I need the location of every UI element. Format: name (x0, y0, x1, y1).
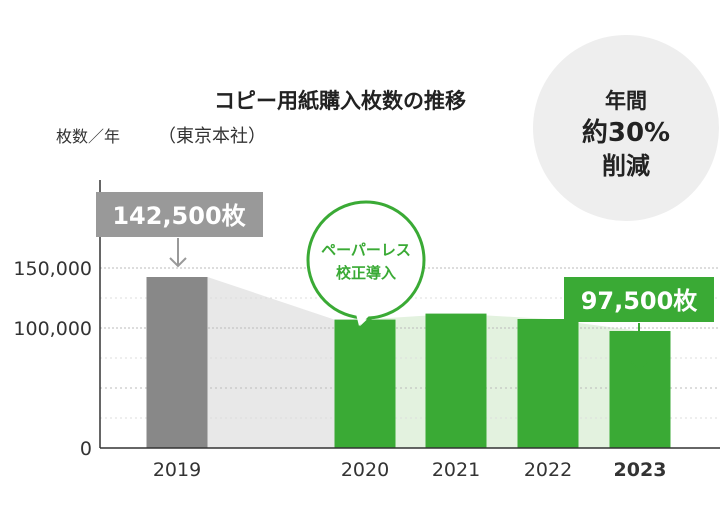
event-bubble-line-2: 校正導入 (336, 264, 396, 282)
x-tick-label-2022: 2022 (524, 459, 572, 481)
chart-title: コピー用紙購入枚数の推移 (214, 89, 466, 113)
end-label-text: 97,500枚 (581, 287, 698, 315)
x-tick-label-2021: 2021 (432, 459, 480, 481)
chart-subtitle: （東京本社） (158, 126, 266, 147)
start-arrow (169, 238, 187, 268)
end-arrow (630, 323, 648, 372)
event-bubble-line-1: ペーパーレス (321, 241, 411, 259)
trend-area (207, 277, 671, 448)
y-ticks: 0 100,000 150,000 (13, 258, 92, 460)
reduction-line-3: 削減 (602, 152, 650, 180)
y-axis-label: 枚数／年 (56, 127, 120, 146)
bar-2021 (425, 313, 487, 448)
y-tick-label-150000: 150,000 (13, 258, 92, 280)
start-label-badge (96, 192, 263, 237)
event-bubble: ペーパーレス 校正導入 (306, 200, 426, 334)
y-tick-label-100000: 100,000 (13, 318, 92, 340)
bar-2022 (517, 319, 579, 448)
end-label-badge (564, 277, 714, 322)
y-tick-label-0: 0 (80, 438, 92, 460)
bar-2020 (334, 319, 396, 448)
trend-area-gray (207, 277, 335, 448)
reduction-line-1: 年間 (605, 89, 647, 113)
x-tick-label-2023: 2023 (614, 459, 667, 481)
x-ticks: 2019 2020 2021 2022 2023 (153, 459, 667, 481)
bars (146, 277, 671, 448)
reduction-circle (533, 35, 719, 221)
start-label-text: 142,500枚 (112, 202, 245, 230)
reduction-line-2: 約30% (582, 117, 670, 148)
x-tick-label-2020: 2020 (341, 459, 389, 481)
x-tick-label-2019: 2019 (153, 459, 201, 481)
trend-area-green (334, 313, 671, 448)
bar-2019 (146, 277, 208, 448)
